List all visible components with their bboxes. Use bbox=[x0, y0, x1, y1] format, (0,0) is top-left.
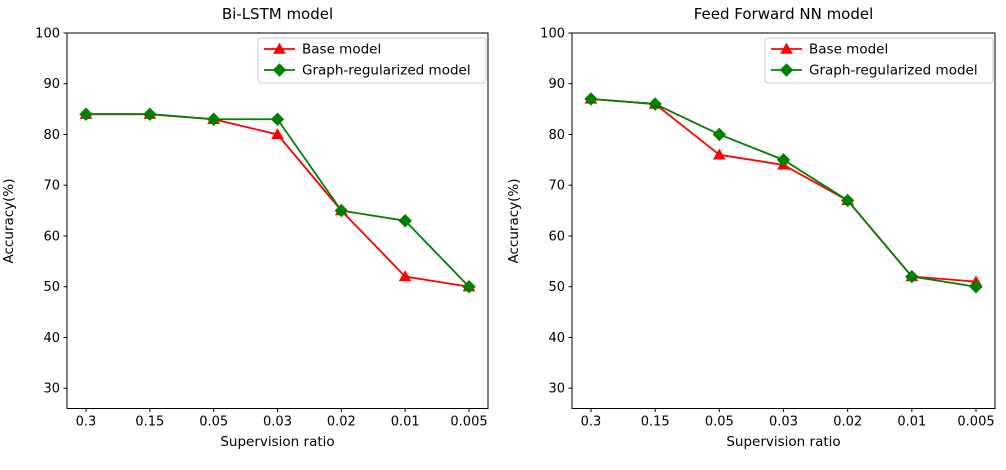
x-tick-label: 0.03 bbox=[769, 415, 798, 430]
legend-box bbox=[257, 37, 487, 84]
y-tick-label: 80 bbox=[548, 128, 565, 143]
triangle-marker-base-model bbox=[271, 128, 284, 140]
y-tick-label: 70 bbox=[548, 179, 565, 194]
diamond-marker-graph-regularized-model bbox=[840, 193, 855, 208]
x-tick-label: 0.3 bbox=[76, 415, 97, 430]
y-tick-label: 90 bbox=[548, 77, 565, 92]
x-tick-label: 0.03 bbox=[263, 415, 292, 430]
diamond-marker-graph-regularized-model bbox=[270, 112, 285, 126]
x-tick-label: 0.05 bbox=[199, 415, 228, 430]
legend-label: Graph-regularized model bbox=[302, 63, 471, 79]
series-line-base-model bbox=[590, 98, 977, 283]
legend: Base model Graph-regularized model bbox=[257, 37, 487, 84]
diamond-marker-graph-regularized-model bbox=[206, 112, 221, 126]
diamond-marker-graph-regularized-model bbox=[648, 97, 662, 111]
diamond-marker-graph-regularized-model bbox=[776, 153, 791, 167]
legend-box bbox=[764, 37, 994, 84]
y-tick-label: 90 bbox=[43, 77, 60, 92]
y-tick-label: 50 bbox=[548, 280, 565, 295]
y-axis-label-right: Accuracy(%) bbox=[506, 178, 522, 264]
y-tick-label: 100 bbox=[540, 27, 565, 42]
triangle-marker-base-model bbox=[712, 148, 726, 160]
x-tick-label: 0.15 bbox=[135, 415, 164, 430]
legend-label: Base model bbox=[302, 42, 381, 58]
x-tick-label: 0.01 bbox=[391, 415, 420, 430]
diamond-marker-graph-regularized-model bbox=[143, 107, 157, 121]
y-tick-label: 50 bbox=[43, 280, 60, 295]
diamond-marker-graph-regularized-model bbox=[462, 280, 476, 294]
plot-border bbox=[66, 32, 489, 409]
y-tick-label: 100 bbox=[35, 27, 60, 42]
y-axis-label-left: Accuracy(%) bbox=[1, 178, 17, 264]
legend-marker bbox=[779, 63, 794, 77]
series-line-graph-regularized-model bbox=[86, 113, 470, 288]
legend: Base model Graph-regularized model bbox=[764, 37, 994, 84]
x-tick-label: 0.3 bbox=[581, 415, 602, 430]
legend-marker bbox=[272, 63, 287, 77]
y-tick-label: 60 bbox=[43, 229, 60, 244]
plot-border bbox=[571, 32, 996, 409]
triangle-marker-base-model bbox=[398, 270, 412, 282]
x-tick-label: 0.15 bbox=[641, 415, 670, 430]
x-tick-label: 0.02 bbox=[327, 415, 356, 430]
chart-title-bilstm: Bi-LSTM model bbox=[221, 5, 334, 23]
x-axis-label-right: Supervision ratio bbox=[726, 434, 841, 450]
y-tick-label: 40 bbox=[548, 331, 565, 346]
chart-title-ffnn: Feed Forward NN model bbox=[693, 5, 874, 23]
diamond-marker-graph-regularized-model bbox=[398, 214, 412, 228]
legend-marker bbox=[273, 42, 286, 54]
x-tick-label: 0.05 bbox=[705, 415, 734, 430]
legend-label: Base model bbox=[809, 42, 888, 58]
chart-panel-0: 30 40 50 60 70 80 90 100 0.3 0.15 0.05 0.03 0.02 0.01… bbox=[35, 27, 489, 430]
diamond-marker-graph-regularized-model bbox=[584, 92, 598, 106]
x-tick-label: 0.005 bbox=[450, 415, 487, 430]
series-line-graph-regularized-model bbox=[590, 98, 977, 288]
diamond-marker-graph-regularized-model bbox=[79, 107, 93, 121]
y-tick-label: 60 bbox=[548, 229, 565, 244]
diamond-marker-graph-regularized-model bbox=[334, 203, 349, 218]
y-tick-label: 30 bbox=[548, 382, 565, 397]
legend-marker bbox=[780, 42, 793, 54]
y-tick-label: 40 bbox=[43, 331, 60, 346]
series-line-base-model bbox=[86, 113, 470, 288]
x-tick-label: 0.005 bbox=[957, 415, 994, 430]
legend-label: Graph-regularized model bbox=[809, 63, 978, 79]
y-tick-label: 80 bbox=[43, 128, 60, 143]
x-tick-label: 0.01 bbox=[897, 415, 926, 430]
diamond-marker-graph-regularized-model bbox=[969, 280, 983, 294]
x-tick-label: 0.02 bbox=[833, 415, 862, 430]
diamond-marker-graph-regularized-model bbox=[712, 127, 727, 142]
chart-panel-1: 30 40 50 60 70 80 90 100 0.3 0.15 0.05 0.03 0.02 0.01… bbox=[540, 27, 996, 430]
y-tick-label: 70 bbox=[43, 179, 60, 194]
diamond-marker-graph-regularized-model bbox=[905, 269, 919, 284]
y-tick-label: 30 bbox=[43, 382, 60, 397]
x-axis-label-left: Supervision ratio bbox=[220, 434, 335, 450]
